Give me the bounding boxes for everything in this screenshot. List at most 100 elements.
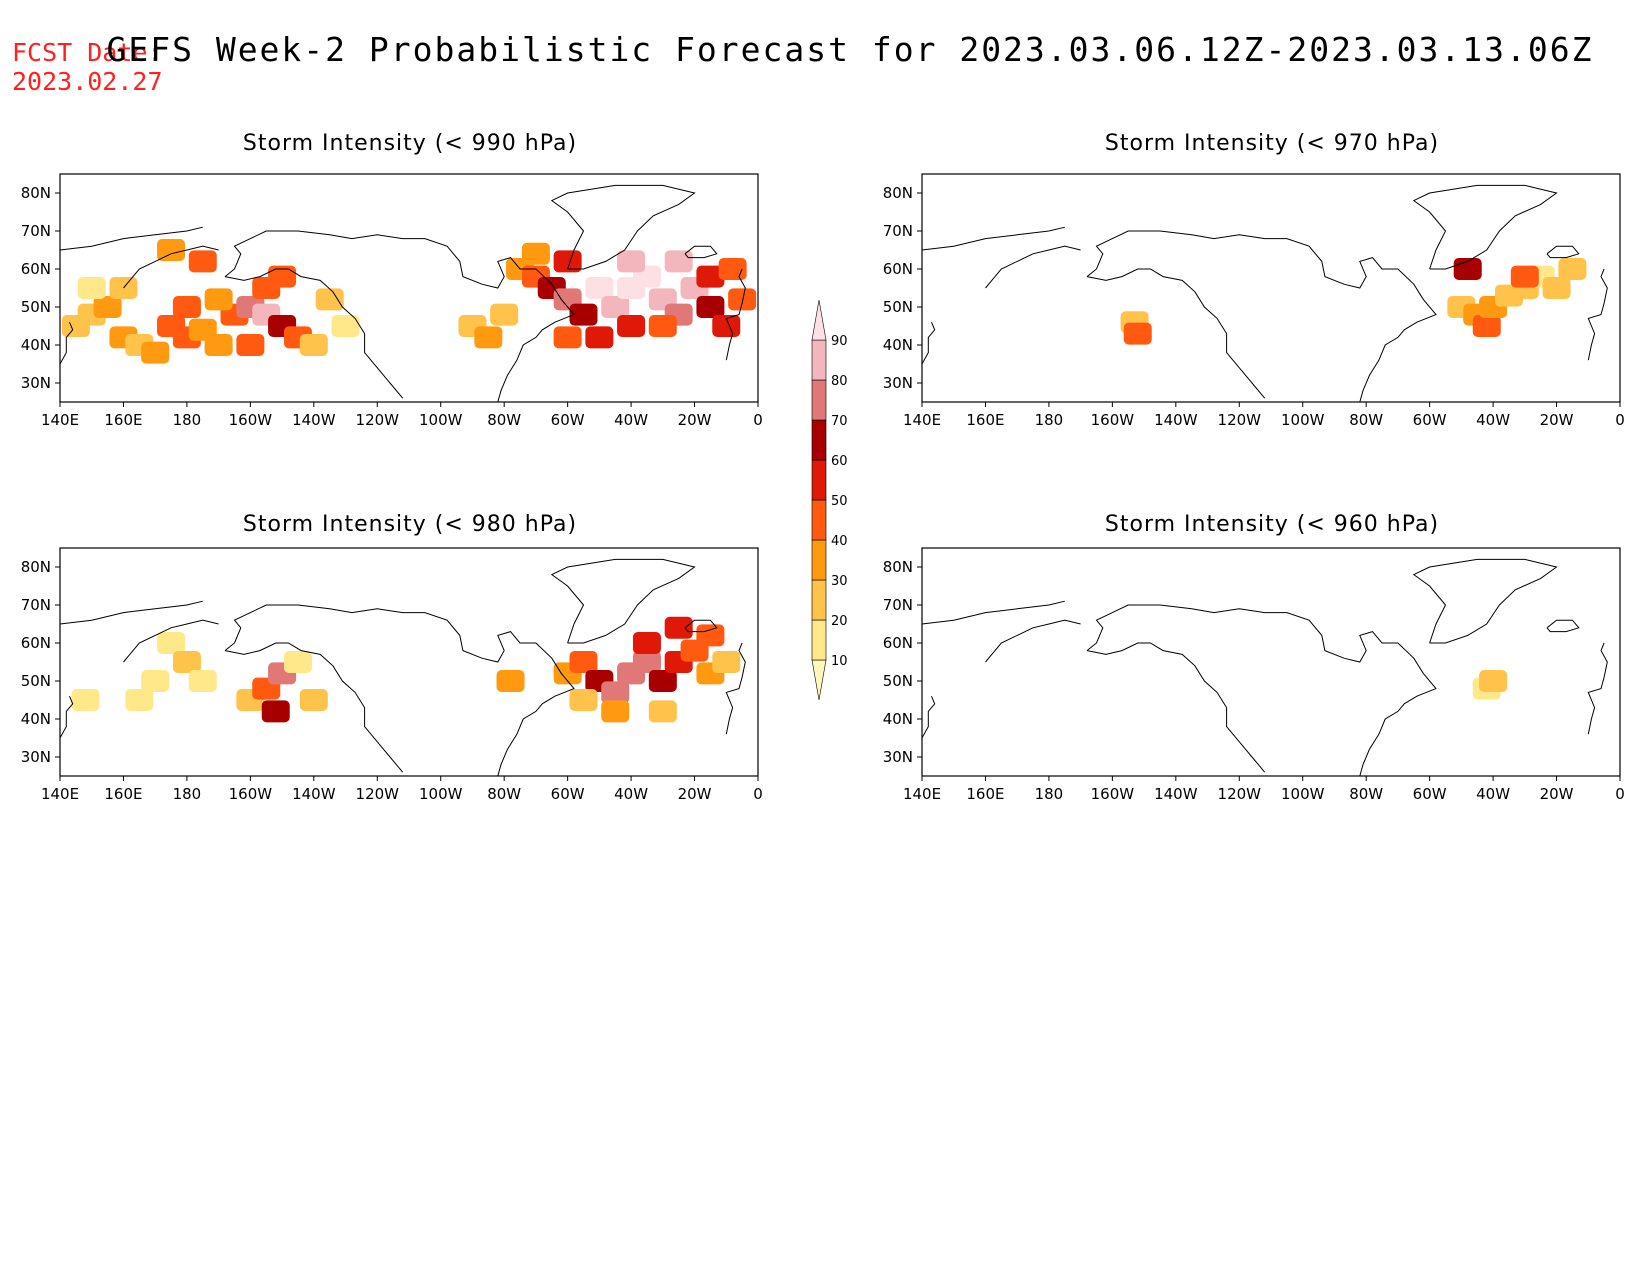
probability-cell [268, 265, 297, 288]
lon-tick-label: 140E [903, 785, 941, 803]
probability-cell [93, 296, 122, 318]
colorbar-segment [811, 459, 827, 501]
probability-cell [204, 288, 233, 311]
coastlines [60, 184, 746, 402]
coastline [1587, 642, 1608, 735]
coastline [985, 619, 1081, 663]
lon-tick-label: 160E [966, 411, 1004, 429]
probability-cell [204, 334, 233, 356]
coastlines [922, 184, 1608, 402]
lat-tick-label: 40N [883, 336, 913, 354]
lat-tick-label: 50N [21, 298, 51, 316]
lon-tick-label: 180 [1035, 785, 1064, 803]
colorbar-segment [811, 299, 827, 341]
lon-tick-label: 80W [487, 785, 521, 803]
fcst-date-caption: FCST Date: [12, 38, 163, 67]
coastline [123, 619, 219, 663]
colorbar-segment [811, 579, 827, 621]
lon-tick-label: 80W [1349, 785, 1383, 803]
probability-cell [696, 624, 725, 647]
colorbar-segment [811, 379, 827, 421]
coastlines [60, 558, 746, 776]
lat-tick-label: 30N [21, 748, 51, 766]
coastline [922, 696, 936, 739]
panel-title-990: Storm Intensity (< 990 hPa) [242, 131, 578, 156]
probability-cell [648, 315, 677, 337]
lon-tick-label: 140E [903, 411, 941, 429]
map-panel-960: 140E 160E 180 160W 140W 120W 100W 80W 60W 40W 20W 0… [883, 547, 1625, 803]
lon-tick-label: 60W [1413, 411, 1447, 429]
lat-tick-label: 60N [883, 260, 913, 278]
probability-cell [728, 288, 757, 311]
colorbar-label: 80 [831, 374, 848, 389]
probability-cell [261, 700, 290, 723]
colorbar-segment [811, 539, 827, 581]
coastline [1546, 245, 1580, 259]
coastline [922, 600, 1065, 625]
lat-tick-label: 70N [21, 222, 51, 240]
probability-cell [617, 250, 646, 273]
coastline [60, 226, 203, 251]
lat-tick-label: 40N [883, 710, 913, 728]
probability-cell [569, 651, 598, 673]
map-panel-970: 140E 160E 180 160W 140W 120W 100W 80W 60W 40W 20W 0… [883, 173, 1625, 429]
fcst-date-value: 2023.02.27 [12, 67, 163, 96]
colorbar-segment [811, 659, 827, 701]
lat-tick-label: 60N [21, 634, 51, 652]
coastline [922, 226, 1065, 251]
probability-cell [299, 689, 328, 711]
probability-cell [141, 670, 170, 692]
coastline [224, 604, 575, 776]
probability-cell [617, 315, 646, 337]
probability-cell [521, 242, 550, 265]
lat-tick-label: 30N [883, 374, 913, 392]
probability-cell [585, 277, 614, 299]
coastline [922, 322, 936, 365]
probability-cell [109, 277, 138, 299]
lon-tick-label: 140E [41, 411, 79, 429]
coastline [985, 245, 1081, 289]
colorbar-label: 60 [831, 454, 848, 469]
lon-tick-label: 140W [1154, 411, 1198, 429]
probability-cell [712, 315, 741, 337]
probability-cell [172, 651, 201, 673]
probability-shading [61, 239, 757, 364]
lon-tick-label: 140W [1154, 785, 1198, 803]
lon-tick-label: 0 [753, 785, 763, 803]
lon-tick-label: 160E [104, 411, 142, 429]
panel-title-960: Storm Intensity (< 960 hPa) [1104, 512, 1440, 537]
lon-tick-label: 120W [1218, 785, 1262, 803]
lon-tick-label: 160W [229, 411, 273, 429]
probability-cell [601, 296, 630, 318]
lon-tick-label: 20W [1540, 411, 1574, 429]
coastline [123, 245, 219, 289]
probability-shading [71, 616, 741, 723]
coastline [60, 322, 74, 365]
probability-cell [632, 632, 661, 654]
lon-tick-label: 160W [1091, 785, 1135, 803]
probability-cell [712, 651, 741, 673]
probability-cell [601, 681, 630, 704]
coastline [725, 268, 746, 361]
lat-tick-label: 80N [883, 184, 913, 202]
coastline [1587, 268, 1608, 361]
lon-tick-label: 180 [1035, 411, 1064, 429]
coastline [60, 600, 203, 625]
coastlines [922, 558, 1608, 776]
lon-tick-label: 140W [292, 785, 336, 803]
probability-cell [664, 616, 693, 639]
lon-tick-label: 180 [173, 411, 202, 429]
lat-tick-label: 60N [883, 634, 913, 652]
lon-tick-label: 140E [41, 785, 79, 803]
colorbar: 10 20 30 40 50 60 70 80 90 [811, 299, 848, 701]
lat-tick-label: 70N [883, 222, 913, 240]
colorbar-label: 10 [831, 654, 848, 669]
colorbar-segment [811, 499, 827, 541]
probability-cell [71, 689, 100, 711]
map-panel-980: 140E 160E 180 160W 140W 120W 100W 80W 60W 40W 20W 0… [21, 547, 763, 803]
probability-cell [299, 334, 328, 356]
lon-tick-label: 180 [173, 785, 202, 803]
colorbar-label: 20 [831, 614, 848, 629]
probability-cell [585, 326, 614, 349]
